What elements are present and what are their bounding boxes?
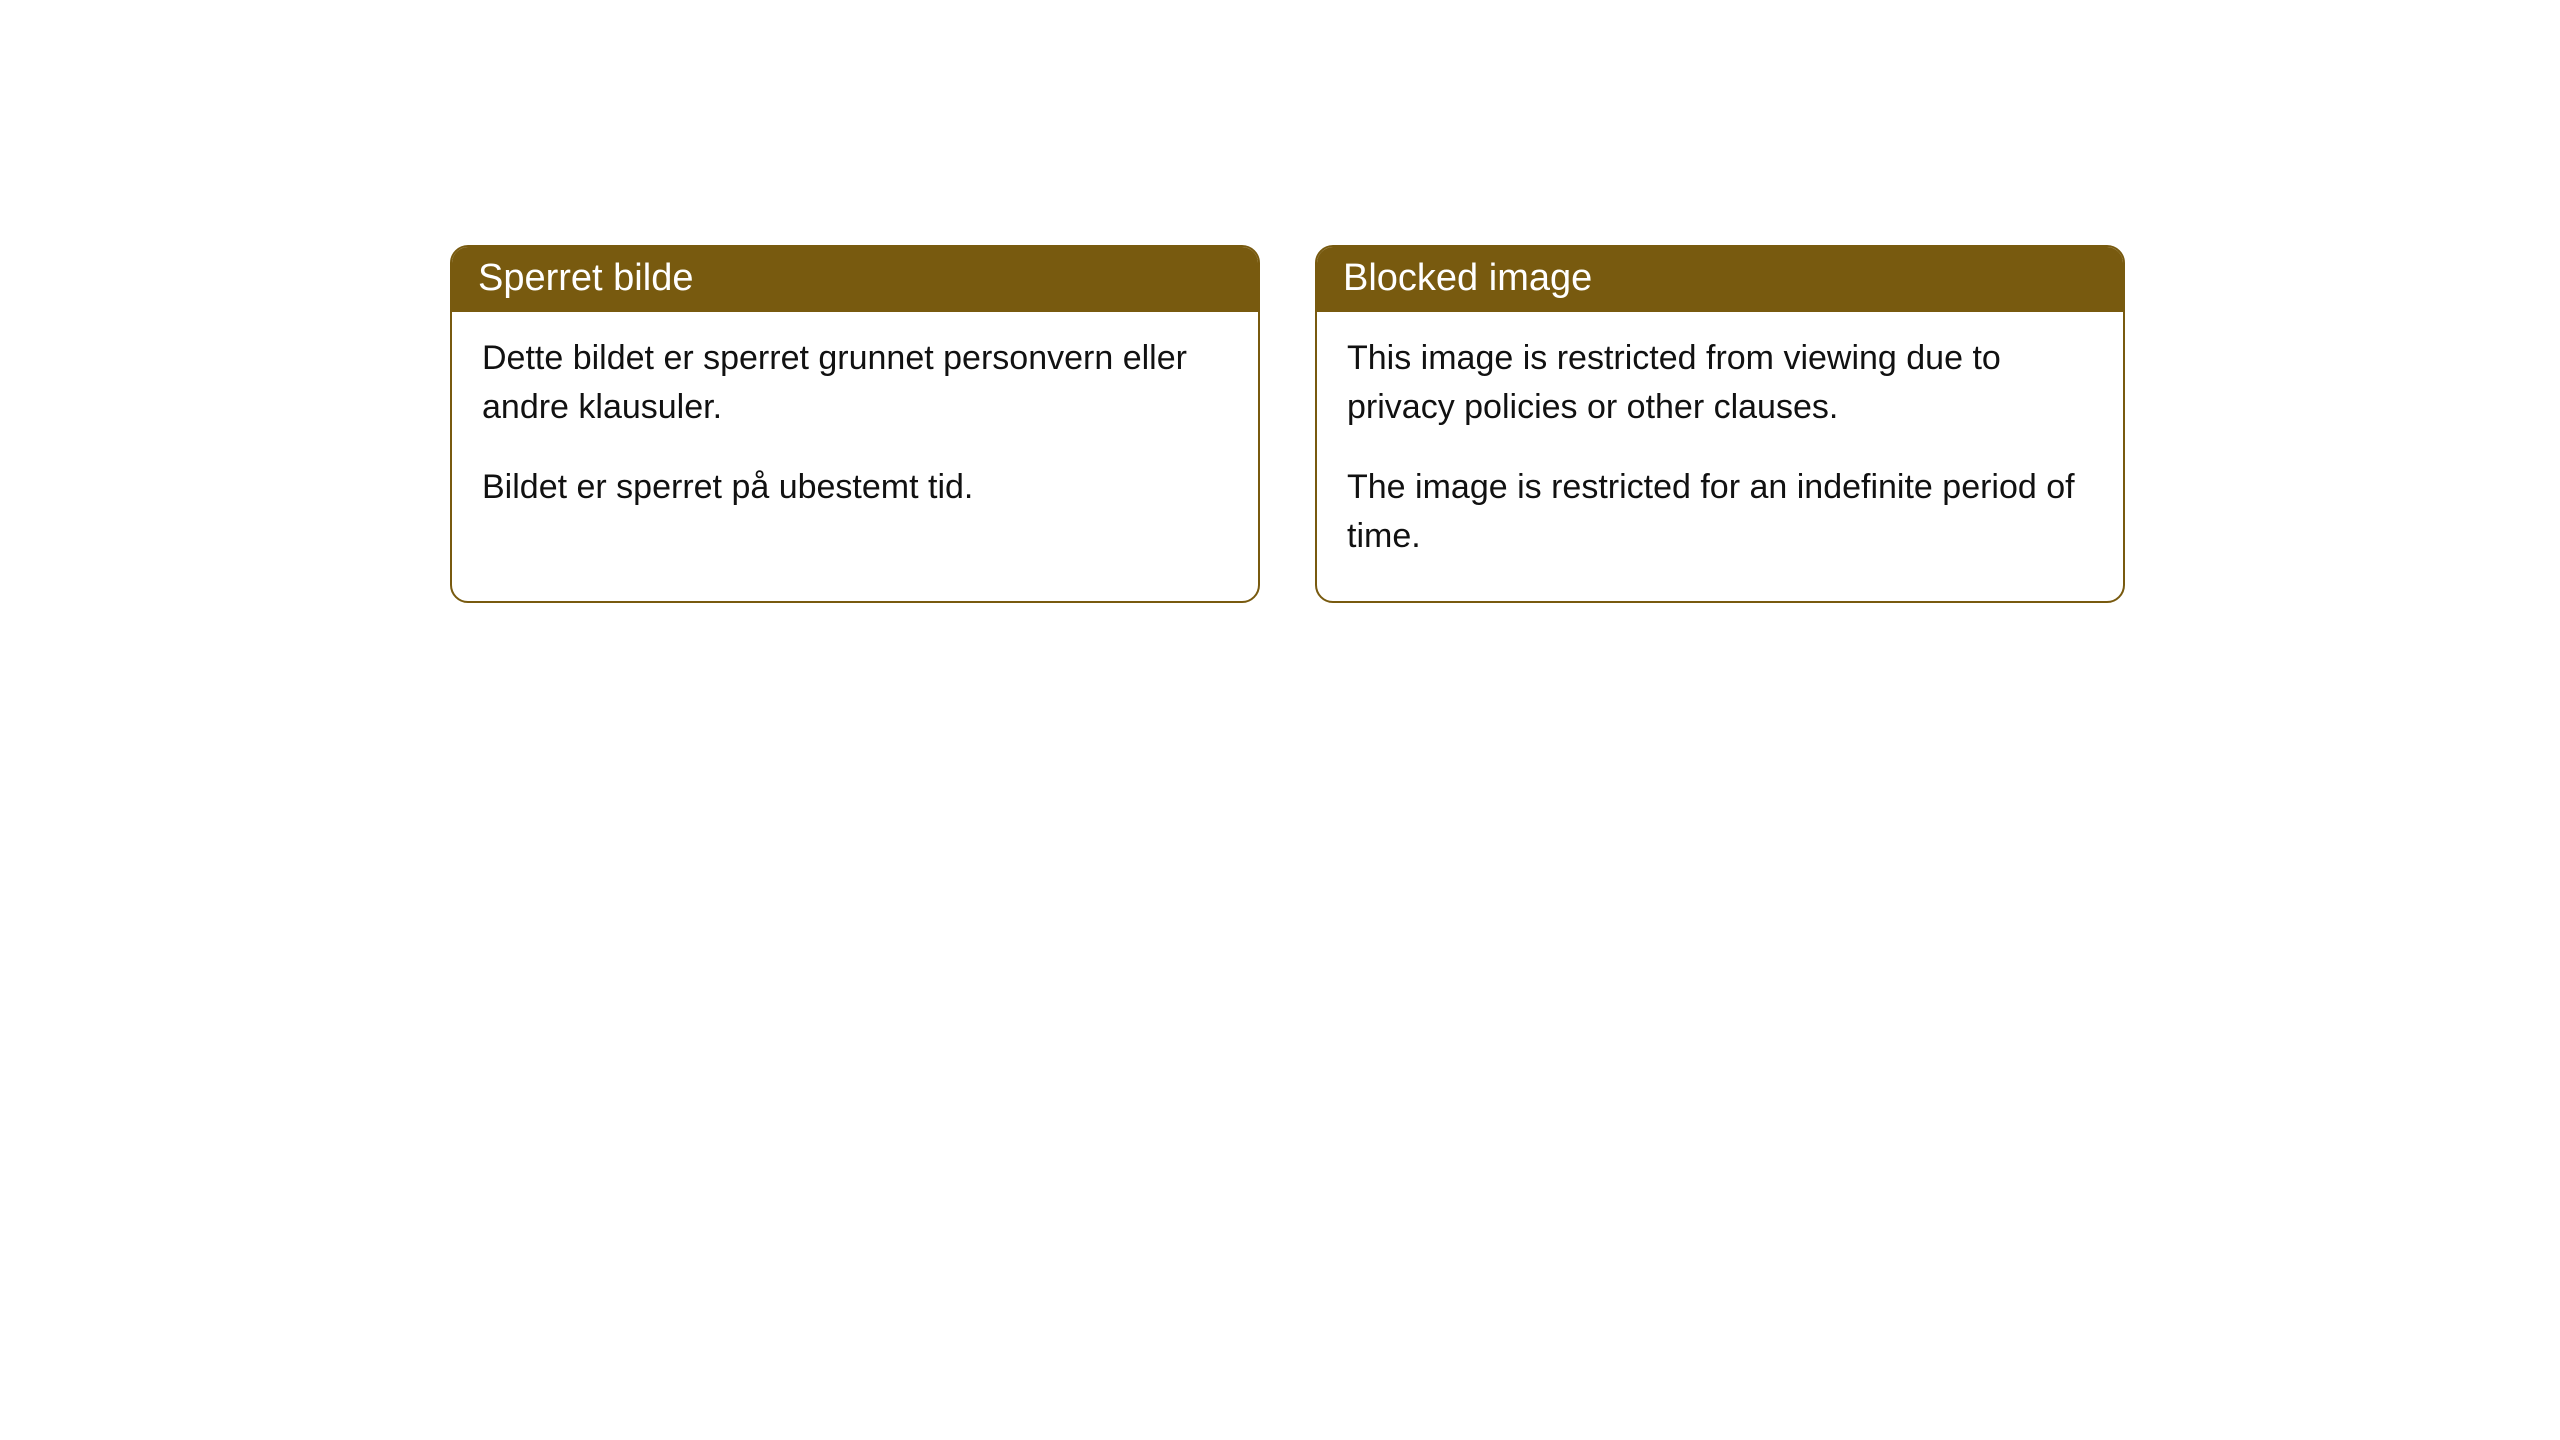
notice-paragraph: This image is restricted from viewing du…: [1347, 334, 2093, 433]
notice-paragraph: Dette bildet er sperret grunnet personve…: [482, 334, 1228, 433]
card-body: Dette bildet er sperret grunnet personve…: [452, 312, 1258, 552]
card-header: Sperret bilde: [452, 247, 1258, 312]
notice-paragraph: Bildet er sperret på ubestemt tid.: [482, 463, 1228, 512]
notice-card-norwegian: Sperret bilde Dette bildet er sperret gr…: [450, 245, 1260, 603]
notice-card-english: Blocked image This image is restricted f…: [1315, 245, 2125, 603]
card-header: Blocked image: [1317, 247, 2123, 312]
notice-paragraph: The image is restricted for an indefinit…: [1347, 463, 2093, 562]
card-body: This image is restricted from viewing du…: [1317, 312, 2123, 601]
notice-cards-container: Sperret bilde Dette bildet er sperret gr…: [0, 0, 2560, 603]
